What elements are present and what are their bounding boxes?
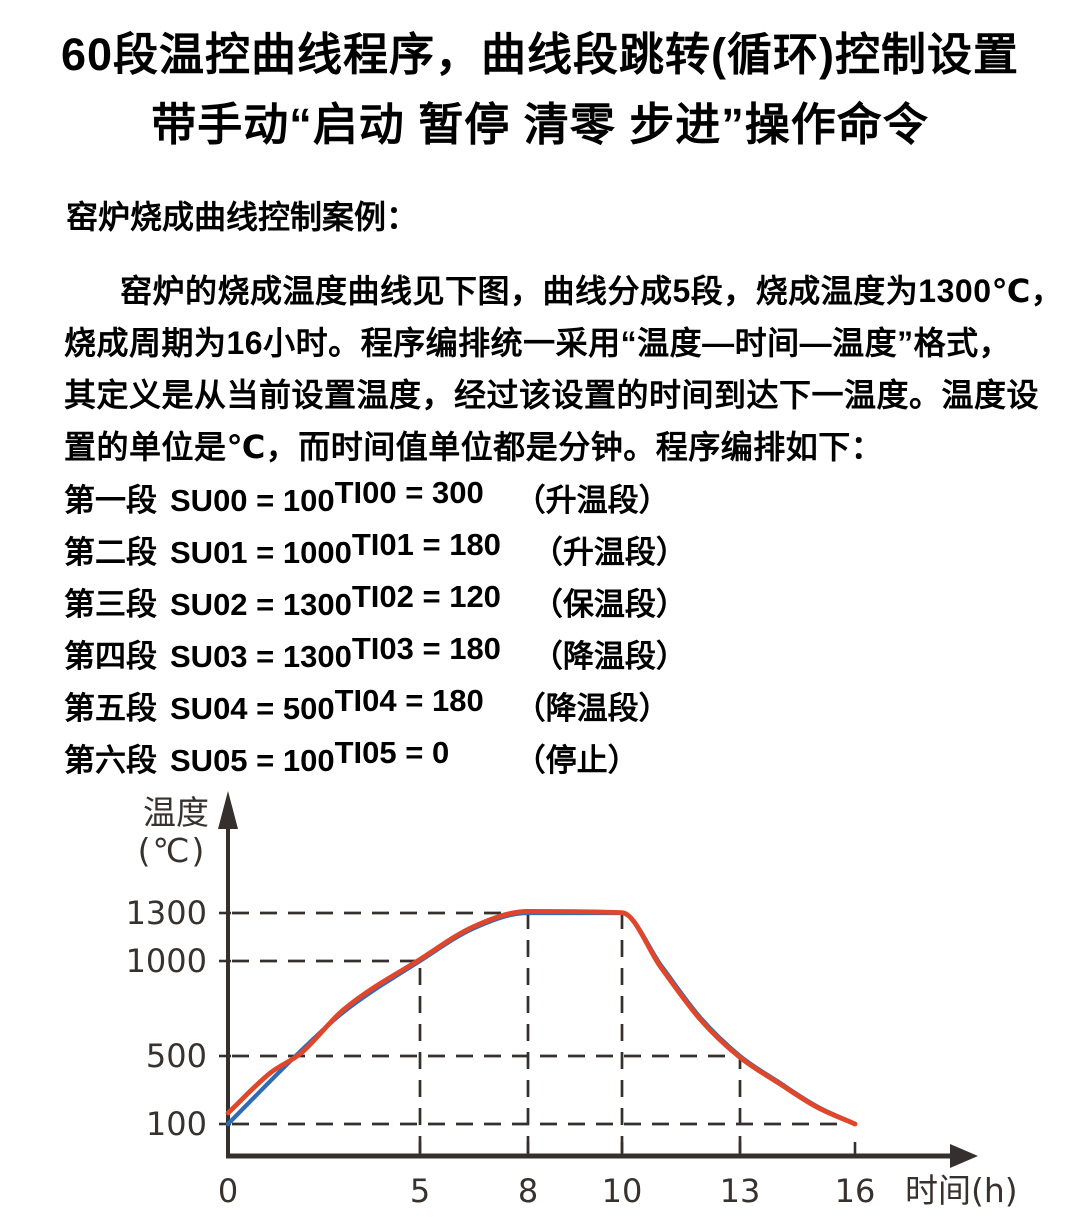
ti-setting: TI00 = 300 bbox=[334, 475, 484, 510]
y-axis-arrow-icon bbox=[218, 791, 238, 829]
ti-setting: TI03 = 180 bbox=[351, 631, 501, 666]
su-setting: SU02 = 1300 bbox=[170, 587, 352, 622]
ti-setting: TI04 = 180 bbox=[334, 683, 484, 718]
paragraph-line: 其定义是从当前设置温度，经过该设置的时间到达下一温度。温度设 bbox=[64, 377, 1040, 413]
y-tick-label-100: 100 bbox=[146, 1105, 207, 1143]
paragraph-line: 烧成周期为16小时。程序编排统一采用“温度—时间—温度”格式， bbox=[64, 325, 1012, 361]
x-axis-title: 时间(h) bbox=[905, 1171, 1018, 1210]
program-line-5: 第五段 SU04 = 500 TI04 = 180 （降温段） bbox=[64, 683, 670, 728]
x-tick-label-13: 13 bbox=[720, 1172, 761, 1210]
segment-label: 第一段 bbox=[64, 483, 157, 518]
su-setting: SU04 = 500 bbox=[170, 691, 335, 726]
su-setting: SU00 = 100 bbox=[170, 483, 335, 518]
case-header: 窑炉烧成曲线控制案例： bbox=[66, 199, 419, 235]
y-tick-label-500: 500 bbox=[146, 1037, 207, 1075]
segment-label: 第六段 bbox=[64, 743, 157, 778]
segment-label: 第三段 bbox=[64, 587, 157, 622]
su-setting: SU05 = 100 bbox=[170, 743, 335, 778]
page-title-line1: 60段温控曲线程序，曲线段跳转(循环)控制设置 bbox=[60, 29, 1020, 80]
series-red-curve bbox=[225, 909, 858, 1127]
segment-label: 第二段 bbox=[64, 535, 157, 570]
page-title-line2: 带手动“启动 暂停 清零 步进”操作命令 bbox=[151, 99, 929, 150]
segment-note: （停止） bbox=[514, 743, 639, 778]
program-line-6: 第六段 SU05 = 100 TI05 = 0 （停止） bbox=[64, 735, 639, 780]
segment-note: （降温段） bbox=[531, 639, 687, 674]
segment-label: 第四段 bbox=[64, 639, 157, 674]
x-axis-arrow-icon bbox=[950, 1144, 978, 1168]
segment-note: （升温段） bbox=[531, 535, 687, 570]
segment-note: （保温段） bbox=[531, 587, 687, 622]
paragraph-line: 窑炉的烧成温度曲线见下图，曲线分成5段，烧成温度为1300℃， bbox=[120, 273, 1064, 309]
x-tick-label-8: 8 bbox=[518, 1172, 538, 1210]
x-tick-label-10: 10 bbox=[602, 1172, 643, 1210]
x-tick-label-16: 16 bbox=[835, 1172, 876, 1210]
program-line-3: 第三段 SU02 = 1300 TI02 = 120 （保温段） bbox=[64, 579, 687, 624]
program-line-2: 第二段 SU01 = 1000 TI01 = 180 （升温段） bbox=[64, 527, 687, 572]
x-tick-label-5: 5 bbox=[410, 1172, 430, 1210]
ti-setting: TI05 = 0 bbox=[334, 735, 450, 770]
segment-note: （降温段） bbox=[514, 691, 670, 726]
program-line-1: 第一段 SU00 = 100 TI00 = 300 （升温段） bbox=[64, 475, 670, 520]
x-tick-label-0: 0 bbox=[218, 1172, 238, 1210]
series-blue-curve bbox=[225, 910, 858, 1127]
y-tick-label-1000: 1000 bbox=[126, 942, 207, 980]
y-axis-title: 温度 bbox=[143, 793, 209, 832]
segment-note: （升温段） bbox=[514, 483, 670, 518]
su-setting: SU03 = 1300 bbox=[170, 639, 352, 674]
segment-label: 第五段 bbox=[64, 691, 157, 726]
y-axis-unit: (℃) bbox=[138, 831, 207, 870]
ti-setting: TI01 = 180 bbox=[351, 527, 501, 562]
program-line-4: 第四段 SU03 = 1300 TI03 = 180 （降温段） bbox=[64, 631, 687, 676]
paragraph-line: 置的单位是℃，而时间值单位都是分钟。程序编排如下： bbox=[64, 429, 884, 465]
y-tick-label-1300: 1300 bbox=[126, 894, 207, 932]
su-setting: SU01 = 1000 bbox=[170, 535, 352, 570]
ti-setting: TI02 = 120 bbox=[351, 579, 501, 614]
